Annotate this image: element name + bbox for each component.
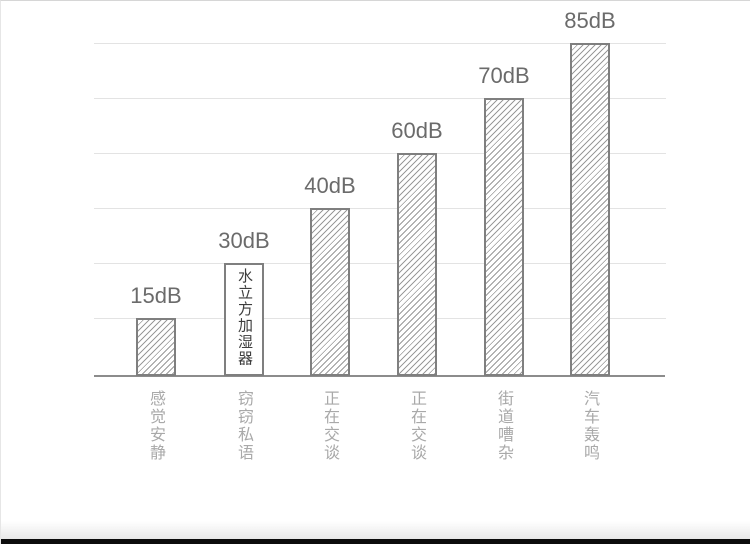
category-label: 汽车轰鸣 xyxy=(581,390,598,462)
bar xyxy=(224,263,264,376)
gridline xyxy=(94,98,666,99)
bar-value-label: 30dB xyxy=(218,228,270,253)
bar-value-label: 40dB xyxy=(304,173,356,198)
gridline xyxy=(94,318,666,319)
category-label: 街道嘈杂 xyxy=(495,390,512,462)
bar xyxy=(484,98,524,376)
gridline xyxy=(94,263,666,264)
category-label: 感觉安静 xyxy=(147,390,164,462)
bar-annotation: 水立方加湿器 xyxy=(236,268,253,367)
window-bottom-edge xyxy=(1,539,750,544)
gridline xyxy=(94,153,666,154)
x-axis-line xyxy=(94,375,665,377)
category-label: 窃窃私语 xyxy=(235,390,252,462)
category-label: 正在交谈 xyxy=(408,390,425,462)
bar-value-label: 85dB xyxy=(564,8,616,33)
bar xyxy=(397,153,437,376)
category-label: 正在交谈 xyxy=(321,390,338,462)
bar-value-label: 15dB xyxy=(130,283,182,308)
gridline xyxy=(94,43,666,44)
bottom-shadow xyxy=(1,521,750,539)
bar xyxy=(136,318,176,376)
bar-value-label: 70dB xyxy=(478,63,530,88)
bar xyxy=(570,43,610,376)
gridline xyxy=(94,208,666,209)
bar-value-label: 60dB xyxy=(391,118,443,143)
bar xyxy=(310,208,350,376)
